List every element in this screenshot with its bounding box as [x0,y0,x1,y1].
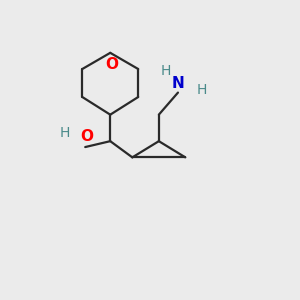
Text: O: O [80,129,93,144]
Text: O: O [105,57,118,72]
Text: N: N [172,76,184,91]
Text: H: H [161,64,171,78]
Text: H: H [197,82,208,97]
Text: H: H [59,126,70,140]
